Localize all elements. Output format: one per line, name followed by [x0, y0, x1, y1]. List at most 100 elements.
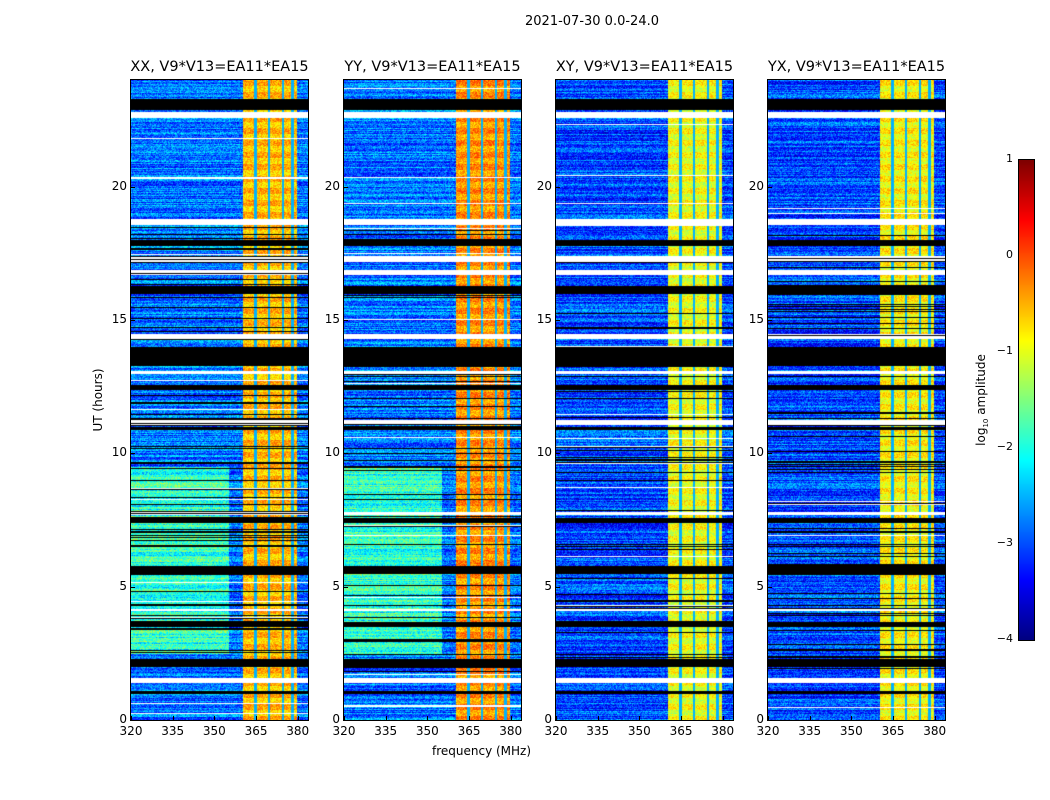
- y-tick-label: 5: [544, 578, 552, 593]
- y-tick: [768, 320, 772, 321]
- y-tick-label: 5: [756, 578, 764, 593]
- y-tick: [556, 453, 560, 455]
- y-tick: [556, 320, 560, 321]
- y-tick-label: 15: [748, 312, 764, 326]
- y-tick: [344, 186, 348, 188]
- y-tick-label: 5: [332, 578, 340, 593]
- x-tick: [639, 716, 641, 720]
- x-tick: [385, 716, 387, 720]
- x-tick-label: 380: [923, 724, 947, 738]
- y-axis-label: UT (hours): [91, 368, 105, 432]
- x-tick-label: 365: [881, 724, 905, 738]
- x-tick-label: 380: [499, 724, 523, 738]
- panel-title: YY, V9*V13=EA11*EA15: [344, 59, 521, 75]
- y-tick-label: 10: [536, 445, 552, 460]
- y-tick: [344, 320, 348, 321]
- x-tick-label: 350: [415, 724, 439, 738]
- y-tick: [768, 586, 772, 588]
- x-tick-label: 350: [839, 724, 863, 738]
- x-tick: [556, 716, 557, 720]
- y-tick-label: 0: [119, 712, 127, 726]
- y-tick: [131, 453, 135, 455]
- y-tick: [131, 320, 135, 321]
- x-tick-label: 320: [119, 724, 143, 738]
- x-tick-label: 320: [544, 724, 568, 738]
- y-tick: [131, 186, 135, 188]
- y-tick: [131, 586, 135, 588]
- colorbar-tick-label: 1: [1006, 152, 1013, 165]
- y-tick-label: 15: [536, 312, 552, 326]
- y-tick: [768, 453, 772, 455]
- x-tick: [722, 716, 724, 720]
- spectrogram-panel-3: [556, 80, 733, 720]
- y-tick: [556, 186, 560, 188]
- colorbar: [1019, 160, 1034, 640]
- x-tick: [256, 716, 258, 720]
- y-tick-label: 10: [324, 445, 340, 460]
- y-tick-label: 15: [324, 312, 340, 326]
- x-axis-label: frequency (MHz): [432, 744, 532, 758]
- panel-frame: [130, 79, 309, 721]
- x-tick: [172, 716, 174, 720]
- y-tick-label: 10: [748, 445, 764, 460]
- colorbar-tick-label: 0: [1006, 248, 1013, 261]
- colorbar-tick-label: −3: [996, 536, 1013, 549]
- y-tick-label: 0: [756, 712, 764, 726]
- x-tick: [214, 716, 216, 720]
- x-tick-label: 335: [798, 724, 822, 738]
- x-tick-label: 335: [586, 724, 610, 738]
- y-tick: [131, 720, 135, 721]
- panel-title: XY, V9*V13=EA11*EA15: [555, 59, 734, 75]
- y-tick: [556, 720, 560, 721]
- y-tick: [344, 453, 348, 455]
- colorbar-frame: [1018, 159, 1035, 641]
- x-tick-label: 365: [457, 724, 481, 738]
- spectrogram-panel-4: [768, 80, 945, 720]
- y-tick-label: 10: [111, 445, 127, 460]
- x-tick: [131, 716, 132, 720]
- x-tick-label: 365: [669, 724, 693, 738]
- x-tick: [510, 716, 512, 720]
- x-tick: [681, 716, 683, 720]
- x-tick-label: 320: [756, 724, 780, 738]
- colorbar-label: log10 amplitude: [973, 354, 991, 446]
- panel-title: XX, V9*V13=EA11*EA15: [130, 59, 309, 75]
- x-tick: [469, 716, 471, 720]
- y-tick: [768, 186, 772, 188]
- x-tick: [893, 716, 895, 720]
- x-tick-label: 365: [244, 724, 268, 738]
- x-tick: [851, 716, 853, 720]
- panel-frame: [767, 79, 946, 721]
- x-tick-label: 320: [332, 724, 356, 738]
- y-tick-label: 20: [111, 178, 127, 193]
- x-tick-label: 350: [202, 724, 226, 738]
- x-tick: [297, 716, 299, 720]
- y-tick-label: 0: [544, 712, 552, 726]
- y-tick: [344, 720, 348, 721]
- x-tick: [427, 716, 429, 720]
- y-tick-label: 0: [332, 712, 340, 726]
- panel-frame: [555, 79, 734, 721]
- colorbar-tick-label: −4: [996, 632, 1013, 645]
- y-tick-label: 15: [111, 312, 127, 326]
- colorbar-tick-label: −1: [996, 344, 1013, 357]
- figure-title: 2021-07-30 0.0-24.0: [525, 14, 659, 29]
- spectrogram-panel-2: [344, 80, 521, 720]
- x-tick: [809, 716, 811, 720]
- y-tick-label: 20: [536, 178, 552, 193]
- y-tick-label: 5: [119, 578, 127, 593]
- y-tick: [556, 586, 560, 588]
- y-tick-label: 20: [748, 178, 764, 193]
- x-tick-label: 380: [711, 724, 735, 738]
- x-tick-label: 380: [286, 724, 310, 738]
- x-tick-label: 335: [161, 724, 185, 738]
- x-tick-label: 335: [374, 724, 398, 738]
- x-tick-label: 350: [627, 724, 651, 738]
- y-tick: [344, 586, 348, 588]
- y-tick-label: 20: [324, 178, 340, 193]
- y-tick: [768, 720, 772, 721]
- x-tick: [344, 716, 345, 720]
- colorbar-tick-label: −2: [996, 440, 1013, 453]
- x-tick: [597, 716, 599, 720]
